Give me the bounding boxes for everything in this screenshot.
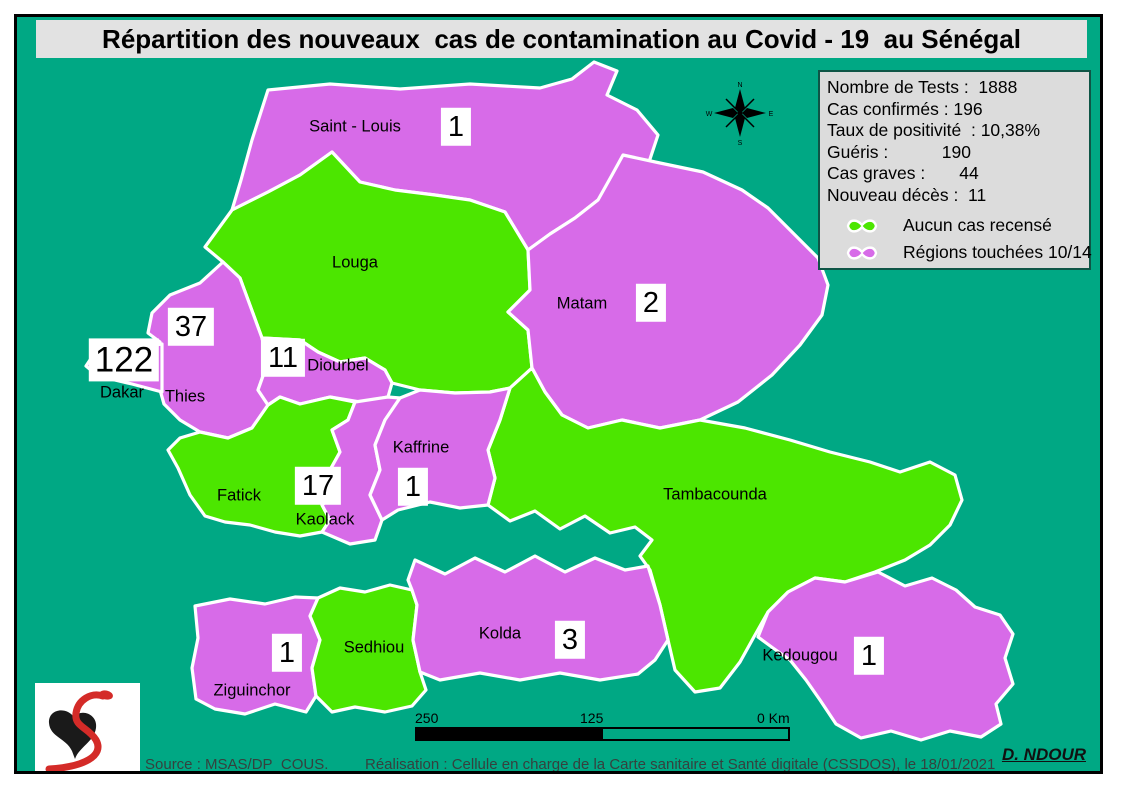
legend-row-no-cases: Aucun cas recensé — [827, 212, 1089, 239]
region-cases-kaffrine: 1 — [397, 467, 429, 507]
region-label-diourbel: Diourbel — [307, 356, 369, 375]
legend: Aucun cas recensé Régions touchées 10/14 — [827, 212, 1092, 266]
snake-heart-logo-icon — [45, 690, 113, 771]
region-kolda — [406, 554, 670, 682]
region-label-dakar: Dakar — [99, 383, 145, 402]
compass-s-label: S — [738, 140, 743, 146]
health-ministry-logo — [35, 683, 140, 771]
region-cases-kaolack: 17 — [294, 466, 342, 506]
scale-bar-empty-segment — [603, 729, 789, 739]
region-label-fatick: Fatick — [216, 486, 262, 505]
realisation-text: Réalisation : Cellule en charge de la Ca… — [365, 756, 996, 773]
region-cases-kedougou: 1 — [853, 636, 885, 676]
scale-label-250: 250 — [415, 710, 439, 726]
region-kedougou — [756, 570, 1015, 742]
region-label-thies: Thies — [164, 387, 206, 406]
legend-swatch-green-icon — [846, 218, 878, 233]
map-canvas: Répartition des nouveaux cas de contamin… — [14, 14, 1103, 774]
region-label-ziguinchor: Ziguinchor — [213, 681, 291, 700]
author-signature: D. NDOUR — [1001, 745, 1086, 764]
region-cases-saint-louis: 1 — [440, 107, 472, 147]
compass-rose-icon: N S W E — [706, 82, 774, 146]
scale-label-125: 125 — [580, 710, 604, 726]
stat-positivity: Taux de positivité : 10,38% — [827, 120, 1041, 140]
source-text: Source : MSAS/DP_COUS. — [145, 756, 329, 773]
stat-confirmed: Cas confirmés : 196 — [827, 98, 983, 119]
scale-bar-filled-segment — [417, 729, 603, 739]
region-label-saint-louis: Saint - Louis — [309, 117, 401, 136]
region-cases-ziguinchor: 1 — [271, 633, 303, 673]
region-cases-diourbel: 11 — [260, 338, 306, 378]
region-label-kedougou: Kedougou — [762, 646, 838, 665]
compass-e-label: E — [769, 111, 774, 118]
map-title: Répartition des nouveaux cas de contamin… — [36, 20, 1087, 58]
region-cases-thies: 37 — [167, 307, 215, 347]
legend-label-no-cases: Aucun cas recensé — [903, 215, 1052, 235]
region-cases-dakar: 122 — [88, 338, 160, 382]
stat-deaths: Nouveau décès : 11 — [827, 184, 987, 205]
region-cases-kolda: 3 — [554, 620, 586, 660]
legend-swatch-purple-icon — [846, 245, 878, 260]
compass-w-label: W — [706, 111, 713, 118]
compass-n-label: N — [737, 82, 742, 89]
region-label-kaffrine: Kaffrine — [392, 438, 450, 457]
region-sedhiou — [308, 583, 428, 714]
region-label-sedhiou: Sedhiou — [343, 638, 405, 657]
region-label-matam: Matam — [556, 294, 608, 313]
scale-bar — [415, 727, 790, 741]
region-label-kolda: Kolda — [478, 624, 522, 643]
scale-label-0km: 0 Km — [757, 710, 790, 726]
legend-row-touched: Régions touchées 10/14 — [827, 239, 1092, 266]
region-label-kaolack: Kaolack — [295, 510, 355, 529]
stats-panel: Nombre de Tests : 1888 Cas confirmés : 1… — [818, 70, 1092, 270]
region-label-tambacounda: Tambacounda — [663, 485, 767, 504]
region-label-louga: Louga — [332, 253, 378, 272]
stat-recovered: Guéris : 190 — [827, 141, 971, 162]
stat-severe: Cas graves : 44 — [827, 163, 979, 183]
stat-tests: Nombre de Tests : 1888 — [827, 77, 1018, 97]
legend-label-touched: Régions touchées 10/14 — [903, 242, 1092, 262]
region-cases-matam: 2 — [635, 283, 667, 323]
